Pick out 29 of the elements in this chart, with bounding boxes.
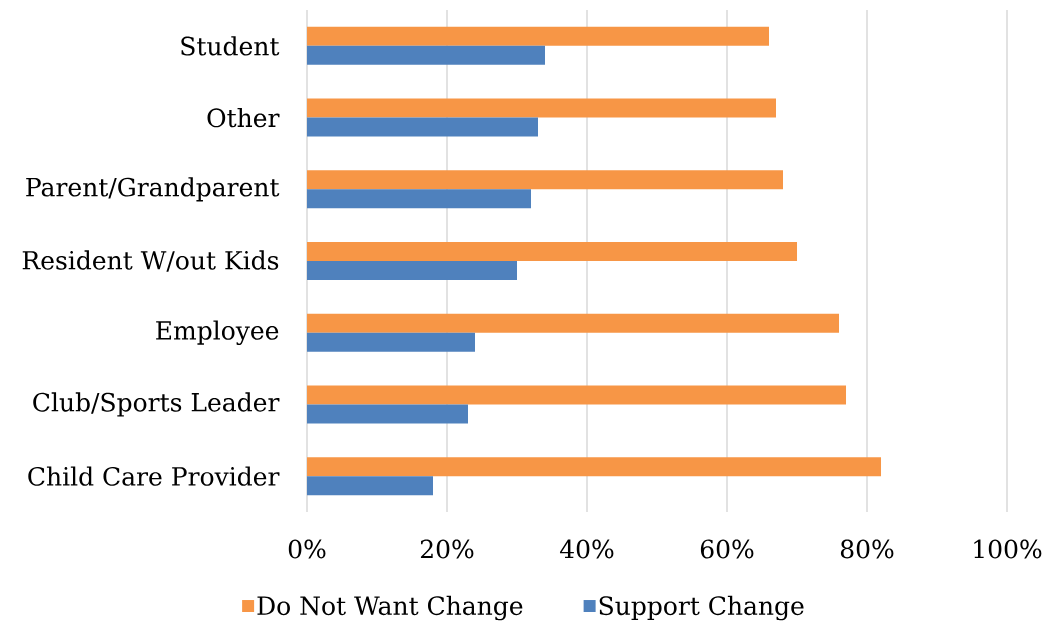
bar <box>307 242 798 262</box>
bar <box>307 476 433 496</box>
y-tick-label: Resident W/out Kids <box>22 250 279 272</box>
bar <box>307 45 545 65</box>
bar <box>307 261 517 281</box>
y-tick-label: Student <box>181 36 280 56</box>
bar <box>307 332 475 352</box>
y-tick-label: Employee <box>156 320 279 345</box>
y-tick-label: Parent/Grandparent <box>26 177 280 202</box>
x-tick-label: 0% <box>288 539 326 559</box>
y-tick-label: Other <box>207 107 280 128</box>
y-tick-label: Club/Sports Leader <box>33 392 280 417</box>
x-tick-label: 20% <box>420 539 474 559</box>
x-tick-label: 60% <box>700 539 754 559</box>
legend-label: Do Not Want Change <box>257 595 523 621</box>
bar <box>307 385 847 405</box>
bar <box>307 189 531 209</box>
legend-label: Support Change <box>599 595 804 621</box>
bar <box>307 26 769 46</box>
bar <box>307 98 776 118</box>
bar <box>307 457 882 477</box>
x-tick-label: 80% <box>840 539 894 559</box>
y-tick-label: Child Care Provider <box>28 466 280 486</box>
x-tick-label: 40% <box>559 539 614 559</box>
bar <box>307 170 783 190</box>
x-tick-label: 100% <box>974 539 1042 559</box>
bar <box>307 404 468 424</box>
bar <box>307 313 840 333</box>
bar <box>307 117 538 137</box>
